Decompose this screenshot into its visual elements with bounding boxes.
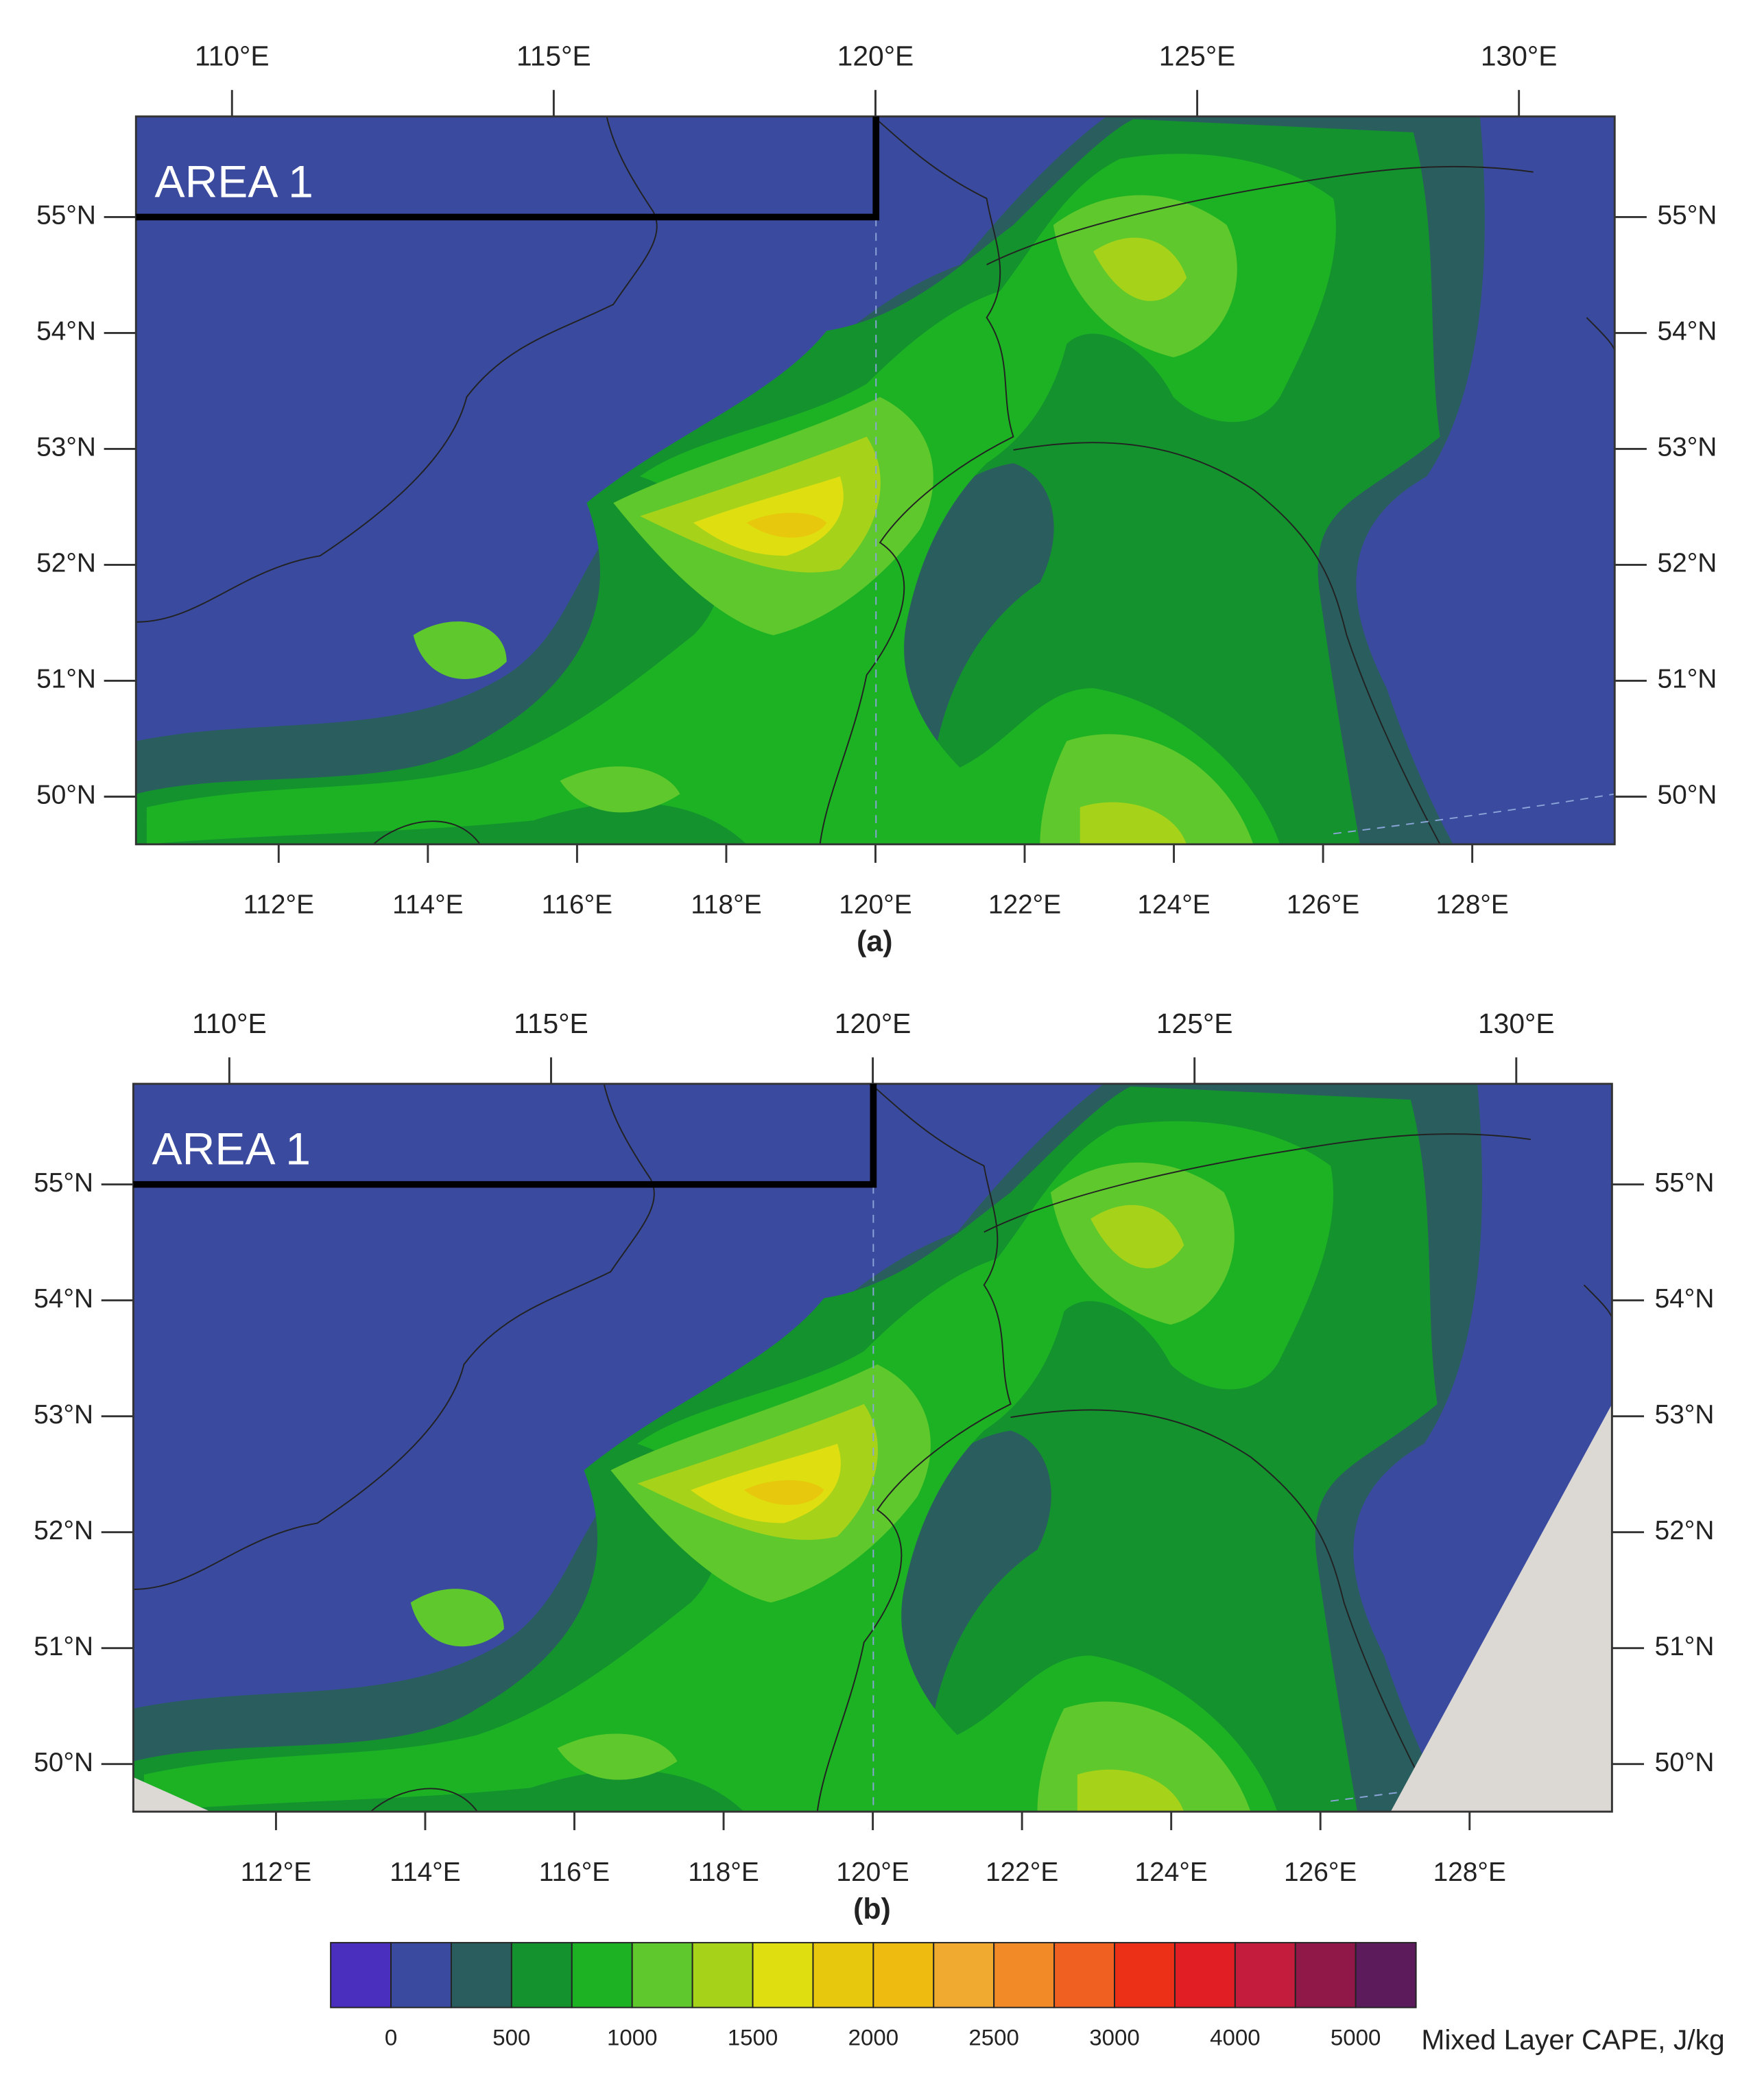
lat-label: 52°N xyxy=(1657,549,1717,578)
lat-label: 54°N xyxy=(36,317,96,346)
colorbar-box xyxy=(571,1942,633,2008)
colorbar-box xyxy=(1114,1942,1176,2008)
colorbar-box xyxy=(1173,1942,1236,2008)
lat-label: 53°N xyxy=(34,1400,93,1430)
colorbar-box xyxy=(1234,1942,1296,2008)
lat-label: 52°N xyxy=(36,549,96,578)
lon-label: 120°E xyxy=(837,40,914,72)
lon-label: 110°E xyxy=(192,1008,267,1039)
lon-label: 120°E xyxy=(839,890,911,920)
lon-label: 130°E xyxy=(1481,40,1558,72)
colorbar-tick-label: 1500 xyxy=(728,2025,778,2050)
lat-label: 53°N xyxy=(1657,433,1717,462)
colorbar-box xyxy=(390,1942,452,2008)
lon-label: 124°E xyxy=(1137,890,1210,920)
colorbar-box xyxy=(872,1942,935,2008)
lat-label: 53°N xyxy=(36,433,96,462)
lon-label: 122°E xyxy=(986,1858,1058,1887)
lon-label: 118°E xyxy=(688,1858,759,1887)
lat-label: 55°N xyxy=(1657,201,1717,230)
lon-label: 128°E xyxy=(1433,1858,1506,1887)
lat-label: 50°N xyxy=(34,1748,93,1777)
panel-label: (a) xyxy=(857,925,892,958)
lat-label: 51°N xyxy=(1657,665,1717,694)
lon-label: 118°E xyxy=(691,890,761,920)
lat-label: 50°N xyxy=(1657,781,1717,810)
lon-label: 126°E xyxy=(1284,1858,1357,1887)
area-label: AREA 1 xyxy=(155,156,313,207)
colorbar-tick-label: 3000 xyxy=(1089,2025,1139,2050)
lon-label: 120°E xyxy=(835,1008,911,1039)
lat-label: 52°N xyxy=(1655,1516,1715,1545)
lat-label: 51°N xyxy=(1655,1632,1715,1661)
colorbar-box xyxy=(1053,1942,1115,2008)
panel-b-map xyxy=(133,1084,1612,1812)
lat-label: 53°N xyxy=(1655,1400,1715,1430)
colorbar-box xyxy=(1294,1942,1357,2008)
colorbar-box xyxy=(450,1942,512,2008)
colorbar-box xyxy=(631,1942,693,2008)
lon-label: 126°E xyxy=(1287,890,1359,920)
colorbar-box xyxy=(993,1942,1056,2008)
lon-label: 115°E xyxy=(516,40,591,72)
lon-label: 116°E xyxy=(542,890,612,920)
colorbar-tick-label: 5000 xyxy=(1331,2025,1381,2050)
lon-label: 128°E xyxy=(1435,890,1508,920)
colorbar-tick-label: 2000 xyxy=(848,2025,898,2050)
area-box xyxy=(133,1084,877,1188)
lon-label: 130°E xyxy=(1478,1008,1555,1039)
colorbar-tick-label: 2500 xyxy=(968,2025,1018,2050)
area-label: AREA 1 xyxy=(152,1124,311,1174)
lat-label: 54°N xyxy=(34,1284,93,1314)
area-box xyxy=(136,116,880,221)
lon-label: 116°E xyxy=(539,1858,610,1887)
colorbar-box xyxy=(691,1942,754,2008)
lon-label: 110°E xyxy=(195,40,270,72)
lat-label: 55°N xyxy=(1655,1168,1715,1198)
colorbar-box xyxy=(752,1942,814,2008)
lon-label: 114°E xyxy=(392,890,463,920)
lon-label: 125°E xyxy=(1159,40,1236,72)
lat-label: 52°N xyxy=(34,1516,93,1545)
panel-label: (b) xyxy=(853,1893,891,1925)
lon-label: 112°E xyxy=(243,890,314,920)
lon-label: 120°E xyxy=(836,1858,909,1887)
lon-label: 124°E xyxy=(1135,1858,1208,1887)
lat-label: 55°N xyxy=(36,201,96,230)
lat-label: 55°N xyxy=(34,1168,93,1198)
lon-label: 114°E xyxy=(390,1858,460,1887)
lon-label: 112°E xyxy=(241,1858,311,1887)
lat-label: 51°N xyxy=(34,1632,93,1661)
colorbar-box xyxy=(1355,1942,1417,2008)
lat-label: 50°N xyxy=(1655,1748,1715,1777)
lon-label: 122°E xyxy=(988,890,1061,920)
colorbar-tick-label: 500 xyxy=(492,2025,530,2050)
panel-a-map xyxy=(136,116,1615,844)
colorbar-box xyxy=(510,1942,573,2008)
colorbar-box xyxy=(812,1942,874,2008)
colorbar-box xyxy=(330,1942,392,2008)
lon-label: 115°E xyxy=(514,1008,588,1039)
colorbar-tick-label: 0 xyxy=(385,2025,397,2050)
colorbar-box xyxy=(933,1942,995,2008)
colorbar-tick-label: 4000 xyxy=(1210,2025,1260,2050)
colorbar-label: Mixed Layer CAPE, J/kg xyxy=(1421,2024,1724,2056)
lon-label: 125°E xyxy=(1156,1008,1233,1039)
lat-label: 54°N xyxy=(1657,317,1717,346)
lat-label: 51°N xyxy=(36,665,96,694)
lat-label: 54°N xyxy=(1655,1284,1715,1314)
lat-label: 50°N xyxy=(36,781,96,810)
colorbar-tick-label: 1000 xyxy=(607,2025,657,2050)
